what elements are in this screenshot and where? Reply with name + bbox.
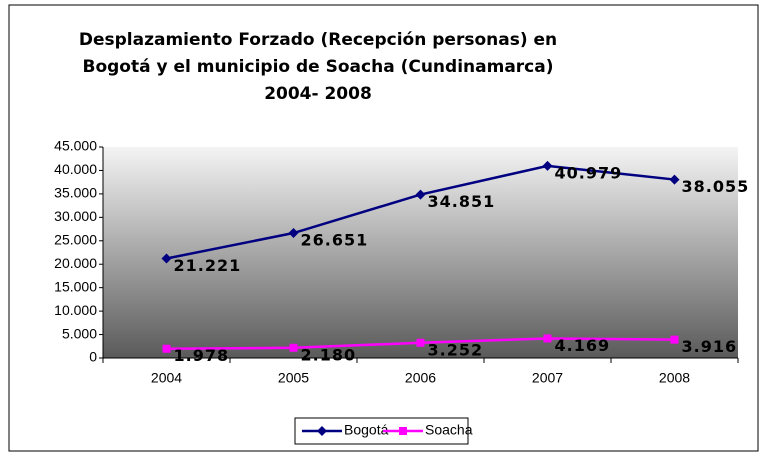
chart-title: Desplazamiento Forzado (Recepción person… (79, 30, 557, 50)
data-label: 1.978 (174, 346, 230, 365)
x-tick-label: 2005 (278, 370, 309, 386)
x-tick-label: 2006 (405, 370, 436, 386)
data-point (289, 343, 298, 352)
data-point (288, 228, 299, 239)
x-tick-label: 2007 (532, 370, 563, 386)
data-label: 4.169 (555, 336, 611, 355)
data-point (415, 189, 426, 200)
y-tick-label: 40.000 (54, 161, 97, 177)
data-label: 38.055 (682, 177, 750, 196)
data-label: 26.651 (301, 231, 369, 250)
legend-marker (317, 426, 327, 436)
y-tick-label: 5.000 (62, 325, 97, 341)
data-point (416, 338, 425, 347)
legend-marker (399, 427, 407, 435)
y-tick-label: 25.000 (54, 231, 97, 247)
y-tick-label: 15.000 (54, 278, 97, 294)
y-tick-label: 10.000 (54, 302, 97, 318)
data-point (161, 253, 172, 264)
data-point (162, 344, 171, 353)
data-label: 40.979 (555, 163, 623, 182)
data-point (670, 335, 679, 344)
legend-label: Soacha (425, 422, 473, 438)
y-tick-label: 20.000 (54, 255, 97, 271)
y-tick-label: 35.000 (54, 185, 97, 201)
data-point (669, 174, 680, 185)
legend-label: Bogotá (344, 422, 389, 438)
y-tick-label: 45.000 (54, 138, 97, 154)
chart-title: 2004- 2008 (264, 84, 372, 104)
data-label: 3.916 (682, 337, 738, 356)
data-label: 21.221 (174, 256, 242, 275)
y-tick-label: 30.000 (54, 208, 97, 224)
y-tick-label: 0 (89, 349, 97, 365)
x-tick-label: 2004 (151, 370, 182, 386)
plot-area (103, 147, 738, 358)
data-point (543, 334, 552, 343)
data-label: 2.180 (301, 345, 357, 364)
chart-title: Bogotá y el municipio de Soacha (Cundina… (82, 57, 553, 77)
x-tick-label: 2008 (659, 370, 690, 386)
data-label: 3.252 (428, 340, 484, 359)
data-label: 34.851 (428, 192, 496, 211)
data-point (542, 160, 553, 171)
